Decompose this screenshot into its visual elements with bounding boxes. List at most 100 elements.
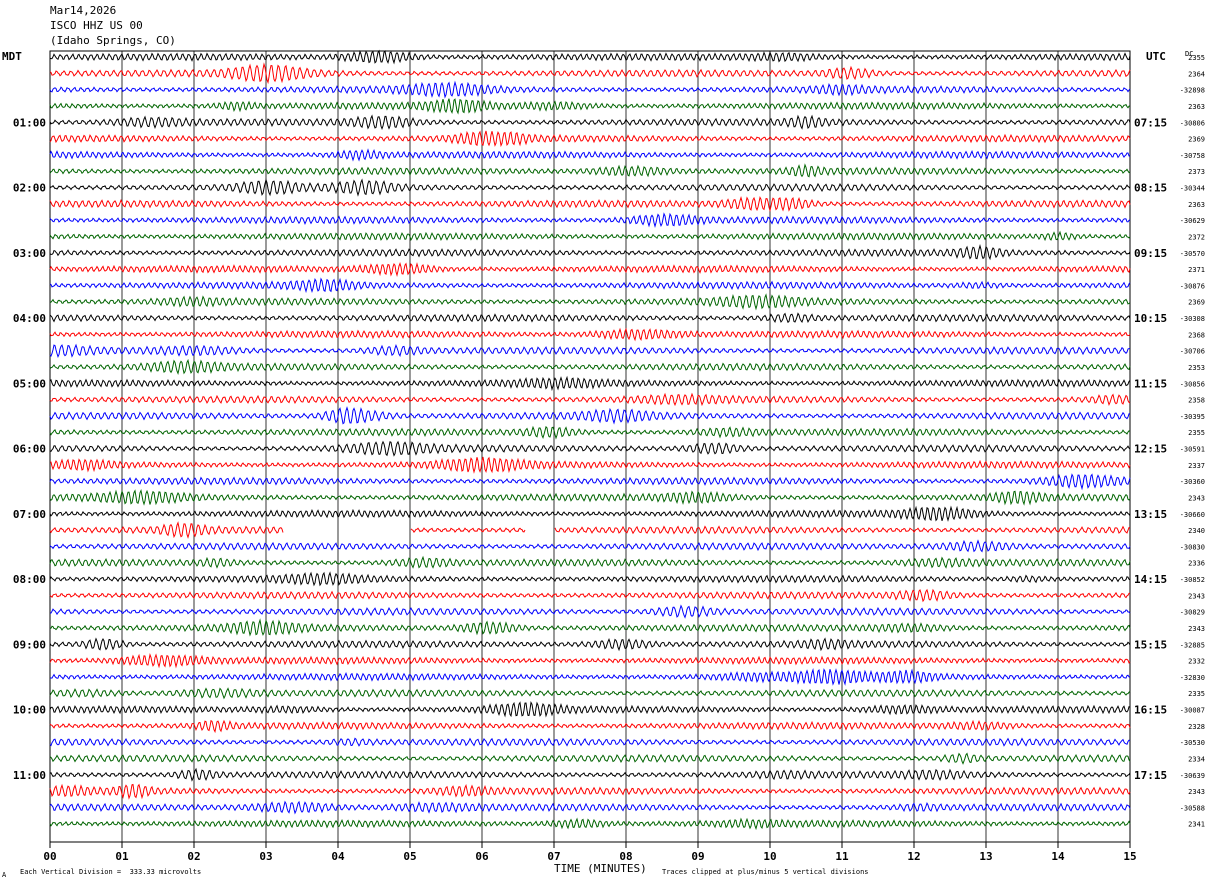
trace-row-38 xyxy=(49,652,1131,669)
trace-row-46 xyxy=(49,783,1131,800)
mdt-hour-label: 05:00 xyxy=(13,377,46,390)
trace-row-15 xyxy=(49,277,1131,294)
dc-offset-label: 2335 xyxy=(1188,690,1205,698)
trace-row-47 xyxy=(49,800,1131,815)
x-tick-label: 14 xyxy=(1051,850,1065,863)
dc-offset-label: -30588 xyxy=(1180,804,1205,812)
trace-row-39 xyxy=(49,667,1131,686)
x-tick-label: 03 xyxy=(259,850,272,863)
dc-offset-label: 2358 xyxy=(1188,397,1205,405)
utc-hour-label: 07:15 xyxy=(1134,116,1167,129)
trace-row-14 xyxy=(49,262,1131,277)
mdt-hour-label: 01:00 xyxy=(13,116,46,129)
dc-offset-label: 2328 xyxy=(1188,723,1205,731)
mdt-hour-label: 03:00 xyxy=(13,247,46,260)
trace-row-6 xyxy=(49,130,1131,148)
trace-row-20 xyxy=(49,358,1131,375)
trace-row-31 xyxy=(49,539,1131,553)
dc-offset-label: 2341 xyxy=(1188,821,1205,829)
trace-row-10 xyxy=(49,195,1131,213)
mdt-hour-label: 07:00 xyxy=(13,508,46,521)
x-tick-label: 01 xyxy=(115,850,129,863)
corner-marker: A xyxy=(2,871,7,879)
dc-offset-label: -30308 xyxy=(1180,315,1205,323)
trace-row-23 xyxy=(49,406,1131,425)
dc-offset-label: -32885 xyxy=(1180,641,1205,649)
clip-note: Traces clipped at plus/minus 5 vertical … xyxy=(662,868,869,876)
trace-row-35 xyxy=(49,604,1131,619)
mdt-hour-label: 10:00 xyxy=(13,704,46,717)
dc-offset-label: 2353 xyxy=(1188,364,1205,372)
dc-offset-label: -30591 xyxy=(1180,446,1205,454)
x-tick-label: 13 xyxy=(979,850,992,863)
dc-offset-label: 2363 xyxy=(1188,201,1205,209)
dc-offset-label: -30087 xyxy=(1180,707,1205,715)
header-location: (Idaho Springs, CO) xyxy=(50,34,176,47)
dc-offset-label: -30876 xyxy=(1180,282,1205,290)
dc-offset-label: 2369 xyxy=(1188,299,1205,307)
trace-row-22 xyxy=(49,392,1131,407)
trace-row-43 xyxy=(49,737,1131,747)
mdt-hour-label: 08:00 xyxy=(13,573,46,586)
dc-offset-label: -30706 xyxy=(1180,348,1205,356)
dc-offset-label: 2355 xyxy=(1188,54,1205,62)
trace-row-12 xyxy=(49,230,1131,242)
mdt-hour-label: 02:00 xyxy=(13,182,46,195)
trace-row-48 xyxy=(49,817,1131,831)
dc-offset-label: 2334 xyxy=(1188,755,1205,763)
x-tick-label: 02 xyxy=(187,850,200,863)
dc-offset-label: -30830 xyxy=(1180,543,1205,551)
dc-offset-label: -30570 xyxy=(1180,250,1205,258)
utc-hour-label: 12:15 xyxy=(1134,443,1167,456)
trace-row-17 xyxy=(49,312,1131,324)
mdt-hour-label: 04:00 xyxy=(13,312,46,325)
dc-offset-label: 2343 xyxy=(1188,788,1205,796)
dc-offset-label: -30852 xyxy=(1180,576,1205,584)
dc-offset-label: -30856 xyxy=(1180,380,1205,388)
x-tick-label: 00 xyxy=(43,850,56,863)
dc-offset-labels: 2355 2364 -32898 2363 -30806 2369 -30758 2373 -3… xyxy=(1180,54,1205,829)
dc-offset-label: 2368 xyxy=(1188,331,1205,339)
dc-offset-label: -30829 xyxy=(1180,609,1205,617)
utc-hour-label: 11:15 xyxy=(1134,377,1167,390)
x-tick-labels: 00 01 02 03 04 05 06 07 08 09 10 11 12 13 14 15 xyxy=(43,842,1137,863)
mdt-hour-label: 11:00 xyxy=(13,769,46,782)
trace-row-8 xyxy=(49,163,1131,178)
dc-offset-label: -30360 xyxy=(1180,478,1205,486)
x-tick-label: 08 xyxy=(619,850,632,863)
trace-row-21 xyxy=(49,375,1131,392)
scale-note: Each Vertical Division = 333.33 microvol… xyxy=(20,868,202,876)
x-tick-label: 04 xyxy=(331,850,345,863)
dc-label: DC xyxy=(1185,50,1194,58)
trace-row-26 xyxy=(49,456,1131,474)
utc-hour-label: 08:15 xyxy=(1134,182,1167,195)
trace-row-28 xyxy=(49,488,1131,506)
header-station: ISCO HHZ US 00 xyxy=(50,19,143,32)
dc-offset-label: 2363 xyxy=(1188,103,1205,111)
trace-row-44 xyxy=(49,752,1131,765)
dc-offset-label: 2364 xyxy=(1188,70,1205,78)
dc-offset-label: -30395 xyxy=(1180,413,1205,421)
trace-row-33 xyxy=(49,571,1131,587)
trace-row-25 xyxy=(49,440,1131,457)
dc-offset-label: -30639 xyxy=(1180,772,1205,780)
utc-hour-label: 17:15 xyxy=(1134,769,1167,782)
plot-frame xyxy=(49,50,1131,843)
x-axis-title: TIME (MINUTES) xyxy=(554,862,647,875)
dc-offset-label: -30629 xyxy=(1180,217,1205,225)
trace-row-1 xyxy=(49,49,1131,65)
trace-row-32 xyxy=(49,555,1131,569)
dc-offset-label: 2337 xyxy=(1188,462,1205,470)
trace-row-11 xyxy=(49,212,1131,229)
trace-row-37 xyxy=(49,637,1131,652)
dc-offset-label: 2369 xyxy=(1188,136,1205,144)
trace-row-42 xyxy=(49,719,1131,734)
dc-offset-label: 2340 xyxy=(1188,527,1205,535)
utc-hour-label: 10:15 xyxy=(1134,312,1167,325)
trace-row-29 xyxy=(49,505,1131,522)
utc-hour-label: 14:15 xyxy=(1134,573,1167,586)
dc-offset-label: -32830 xyxy=(1180,674,1205,682)
dc-offset-label: 2332 xyxy=(1188,658,1205,666)
x-tick-label: 11 xyxy=(835,850,849,863)
